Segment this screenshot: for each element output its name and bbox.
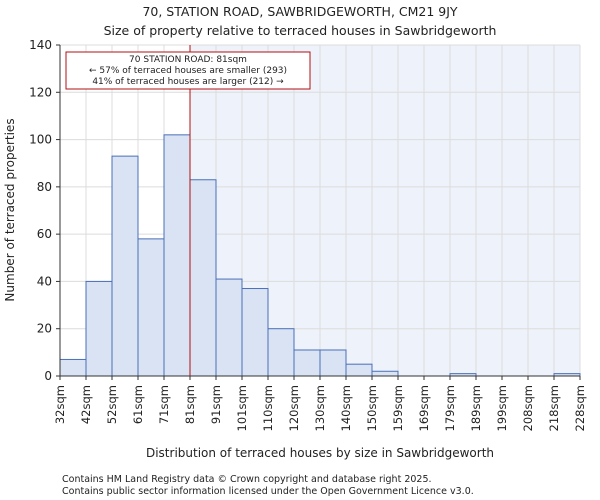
y-tick-label: 60 [37, 227, 52, 241]
bar-91sqm [215, 278, 243, 377]
x-tick-label: 61sqm [131, 385, 145, 424]
bar-71sqm [163, 134, 191, 377]
annotation-box: 70 STATION ROAD: 81sqm ← 57% of terraced… [65, 51, 311, 90]
x-tick-label: 169sqm [417, 385, 431, 431]
bar-81sqm [189, 179, 217, 377]
y-tick-label: 40 [37, 274, 52, 288]
x-tick-label: 81sqm [183, 385, 197, 424]
x-tick-label: 150sqm [365, 385, 379, 431]
bar-150sqm [371, 370, 399, 377]
x-tick-label: 120sqm [287, 385, 301, 431]
bars [59, 134, 581, 377]
x-tick-label: 91sqm [209, 385, 223, 424]
chart-subtitle: Size of property relative to terraced ho… [104, 23, 497, 38]
x-tick-label: 42sqm [79, 385, 93, 424]
y-axis-label: Number of terraced properties [3, 118, 17, 301]
plot-area: 0 20 40 60 80 100 120 140 32sqm 42sqm 52sqm 61sqm 7… [29, 38, 587, 431]
bar-61sqm [137, 238, 165, 377]
x-tick-label: 218sqm [547, 385, 561, 431]
bar-120sqm [293, 349, 321, 377]
bar-32sqm [59, 358, 87, 377]
x-tick-label: 32sqm [53, 385, 67, 424]
y-tick-label: 120 [29, 85, 52, 99]
x-tick-label: 208sqm [521, 385, 535, 431]
x-axis-label: Distribution of terraced houses by size … [146, 446, 494, 460]
x-tick-label: 71sqm [157, 385, 171, 424]
y-tick-label: 0 [44, 369, 52, 383]
x-tick-label: 140sqm [339, 385, 353, 431]
y-tick-label: 100 [29, 133, 52, 147]
bar-110sqm [267, 328, 295, 377]
annotation-larger: 41% of terraced houses are larger (212) … [92, 77, 284, 87]
chart-title: 70, STATION ROAD, SAWBRIDGEWORTH, CM21 9… [142, 4, 457, 19]
x-tick-label: 130sqm [313, 385, 327, 431]
footer-copyright: Contains HM Land Registry data © Crown c… [62, 474, 432, 485]
x-tick-label: 179sqm [443, 385, 457, 431]
y-ticks: 0 20 40 60 80 100 120 140 [29, 38, 60, 383]
annotation-smaller: ← 57% of terraced houses are smaller (29… [89, 66, 287, 76]
bar-130sqm [319, 349, 347, 377]
y-tick-label: 140 [29, 38, 52, 52]
x-tick-label: 228sqm [573, 385, 587, 431]
x-tick-label: 189sqm [469, 385, 483, 431]
bar-101sqm [241, 288, 269, 377]
x-tick-label: 199sqm [495, 385, 509, 431]
x-tick-label: 101sqm [235, 385, 249, 431]
x-tick-label: 159sqm [391, 385, 405, 431]
bar-42sqm [85, 280, 113, 377]
footer-licence: Contains public sector information licen… [62, 486, 474, 497]
x-tick-label: 110sqm [261, 385, 275, 431]
x-ticks: 32sqm 42sqm 52sqm 61sqm 71sqm 81sqm 91sqm 101sq… [53, 376, 587, 431]
annotation-frame [65, 51, 311, 90]
y-tick-label: 80 [37, 180, 52, 194]
x-tick-label: 52sqm [105, 385, 119, 424]
annotation-title: 70 STATION ROAD: 81sqm [129, 55, 247, 65]
bar-140sqm [345, 363, 373, 377]
y-tick-label: 20 [37, 322, 52, 336]
bar-52sqm [111, 155, 139, 377]
